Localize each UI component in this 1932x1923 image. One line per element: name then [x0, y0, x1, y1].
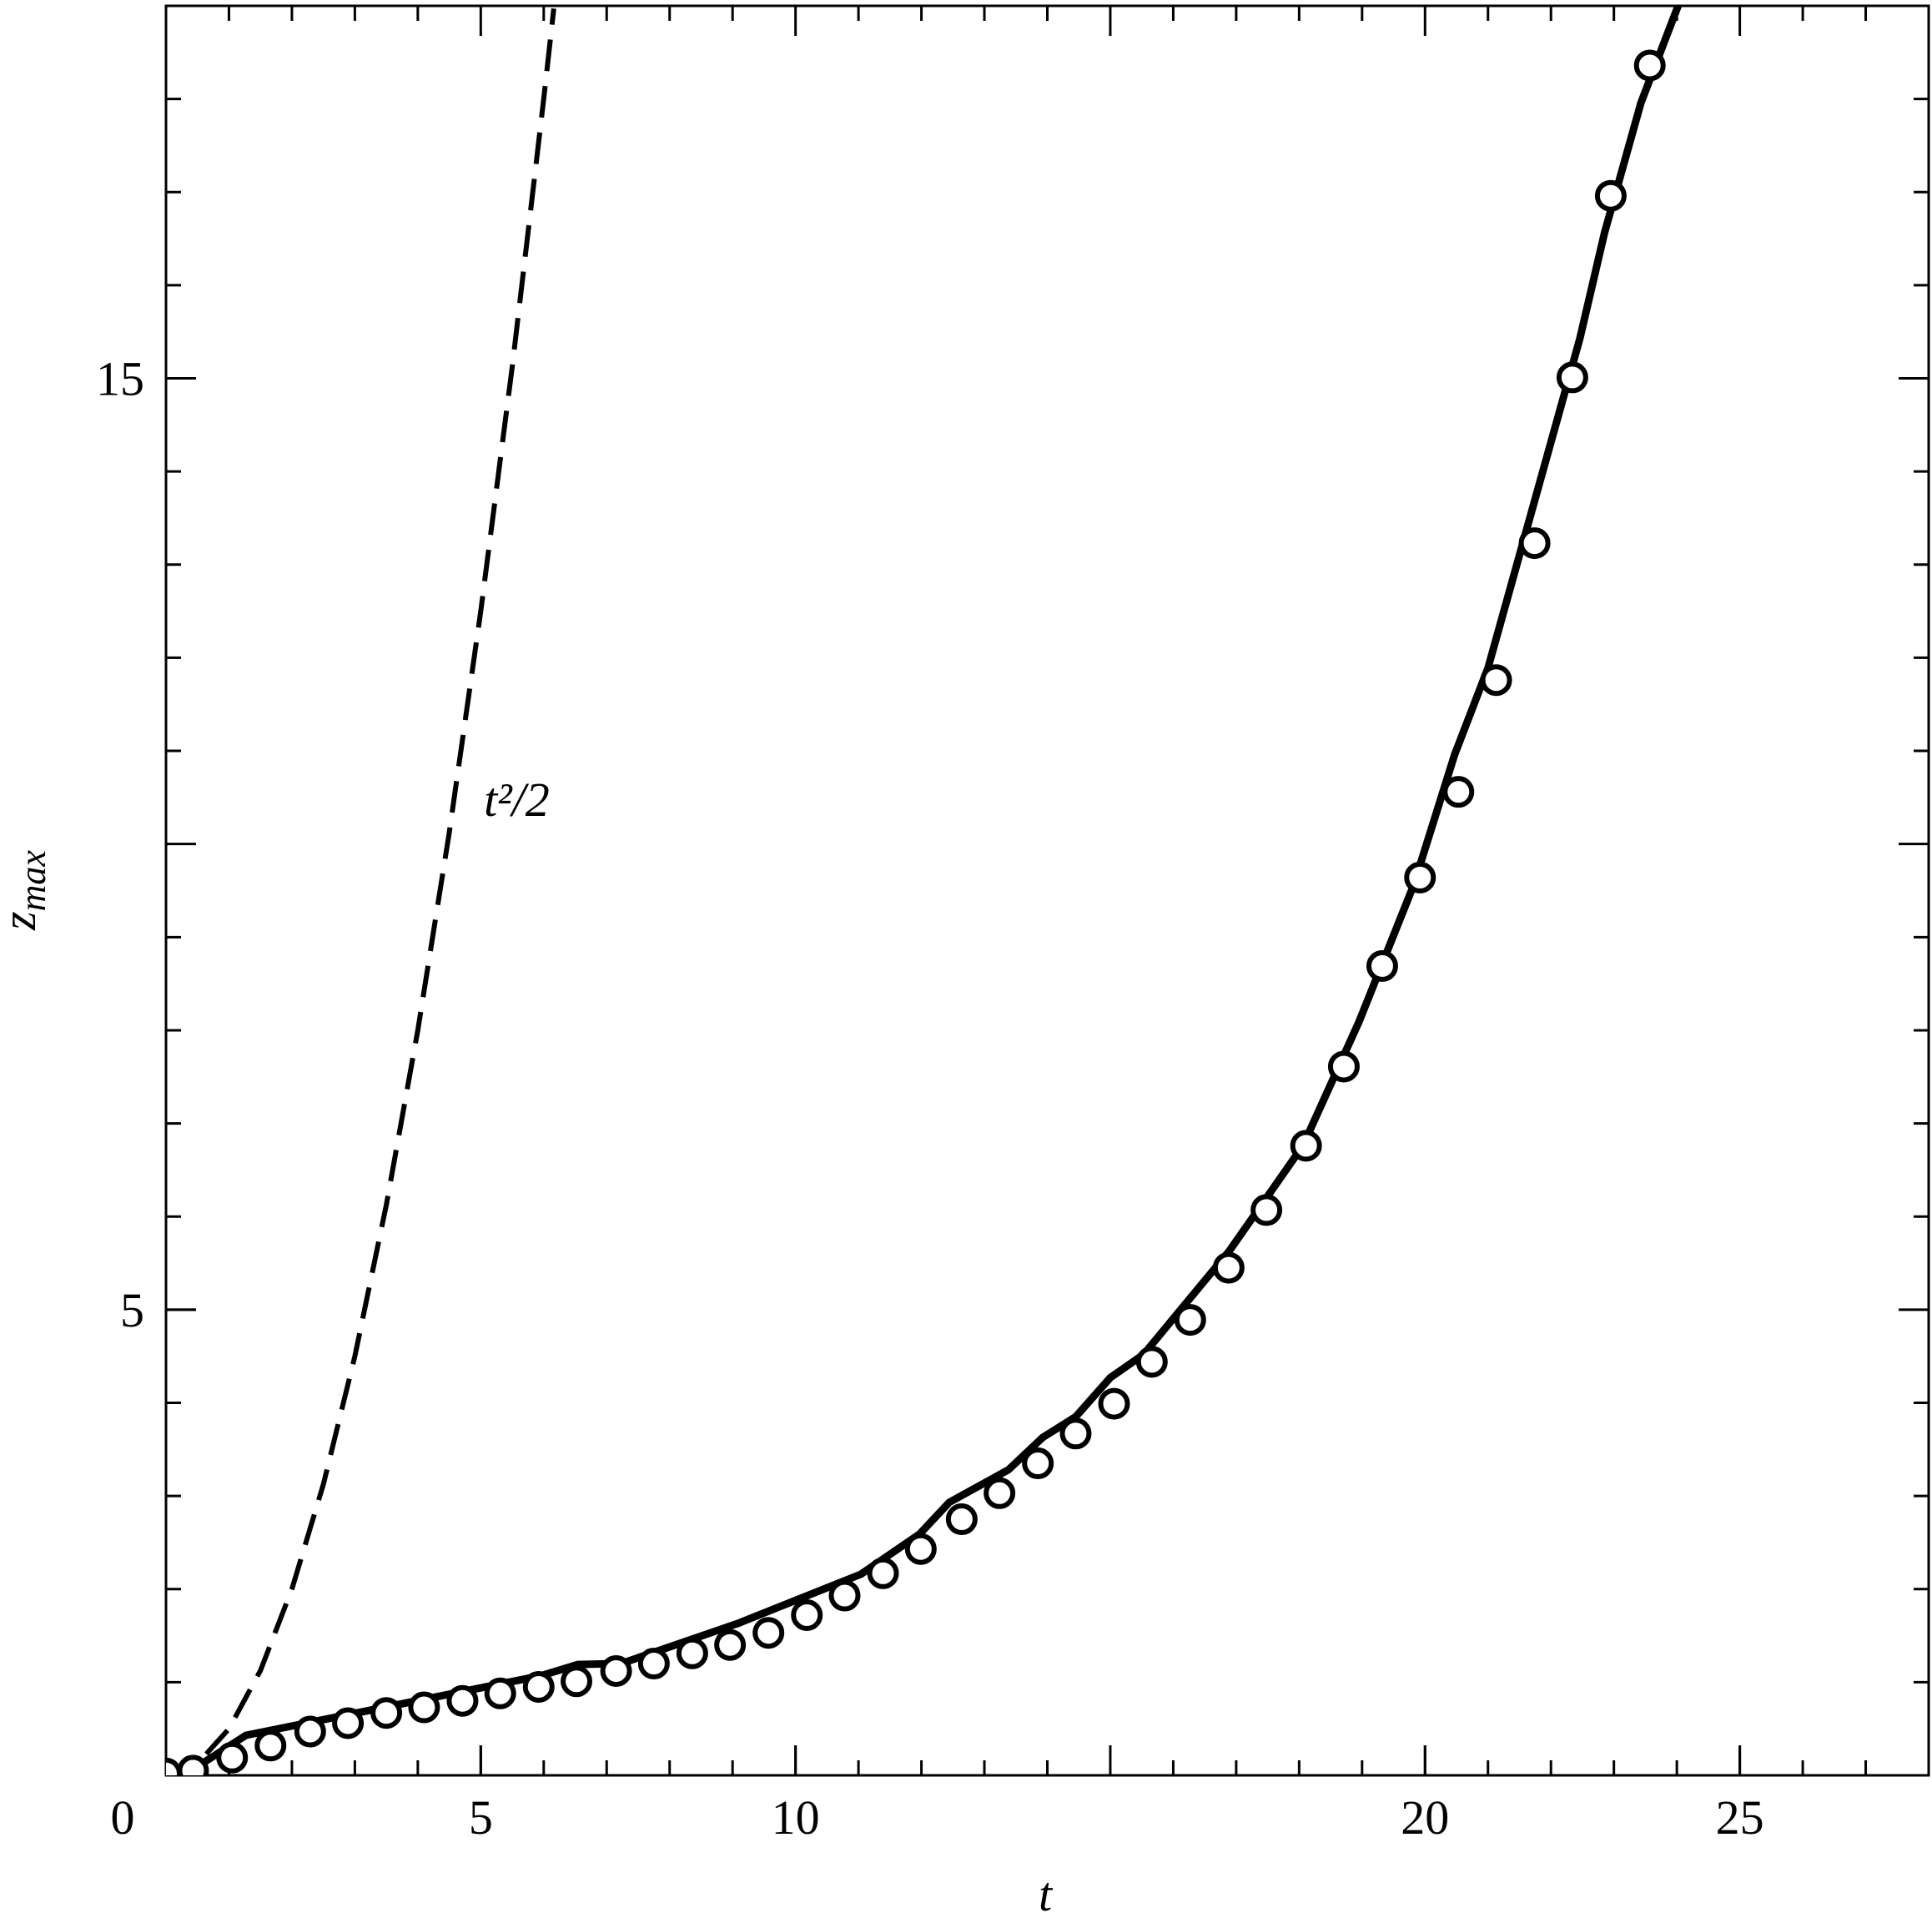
- x-tick-label: 10: [772, 1790, 820, 1845]
- marker: [1518, 527, 1551, 560]
- marker: [984, 1477, 1016, 1509]
- marker: [1366, 949, 1398, 982]
- marker: [408, 1691, 440, 1724]
- marker: [177, 1754, 209, 1775]
- y-tick-label: 5: [120, 1283, 144, 1337]
- marker: [370, 1697, 403, 1729]
- marker: [828, 1579, 861, 1612]
- y-axis-label: zmax: [0, 850, 53, 931]
- marker: [522, 1670, 555, 1703]
- marker: [600, 1654, 632, 1687]
- x-tick-label: 25: [1716, 1790, 1764, 1845]
- marker: [1633, 49, 1666, 82]
- marker: [1594, 179, 1627, 212]
- marker: [294, 1715, 326, 1748]
- marker: [676, 1637, 708, 1669]
- marker: [216, 1741, 249, 1774]
- marker: [1022, 1447, 1054, 1480]
- x-axis-label: t: [1039, 1867, 1054, 1921]
- marker: [1404, 861, 1436, 894]
- marker: [1290, 1130, 1322, 1162]
- marker: [1212, 1251, 1245, 1284]
- marker: [1059, 1417, 1092, 1450]
- marker: [867, 1557, 899, 1589]
- marker: [1135, 1346, 1168, 1378]
- y-label-main: z: [0, 911, 46, 931]
- marker: [1327, 1050, 1360, 1083]
- marker: [1442, 776, 1475, 808]
- marker: [446, 1684, 479, 1717]
- marker: [904, 1533, 937, 1565]
- marker: [1250, 1194, 1283, 1226]
- marker: [254, 1729, 287, 1762]
- marker: [637, 1648, 670, 1680]
- marker: [332, 1707, 365, 1739]
- y-tick-label: 15: [96, 352, 144, 406]
- dashed-line: [166, 8, 556, 1775]
- marker: [714, 1629, 747, 1661]
- x-tick-label: 0: [111, 1790, 135, 1845]
- plot-frame: [164, 4, 1930, 1777]
- annotation: t²/2: [484, 773, 550, 827]
- marker: [752, 1617, 785, 1649]
- marker: [1098, 1387, 1130, 1420]
- marker: [791, 1598, 823, 1631]
- plot-area: [166, 6, 1683, 1775]
- marker: [166, 1757, 182, 1775]
- marker: [561, 1665, 593, 1698]
- x-tick-label: 20: [1401, 1790, 1449, 1845]
- marker: [484, 1677, 516, 1709]
- marker: [1480, 664, 1512, 697]
- marker: [1556, 361, 1588, 394]
- solid-line: [166, 6, 1683, 1775]
- marker: [1174, 1304, 1206, 1337]
- marker: [945, 1503, 978, 1536]
- x-tick-label: 5: [469, 1790, 493, 1845]
- y-label-sub: max: [13, 850, 53, 912]
